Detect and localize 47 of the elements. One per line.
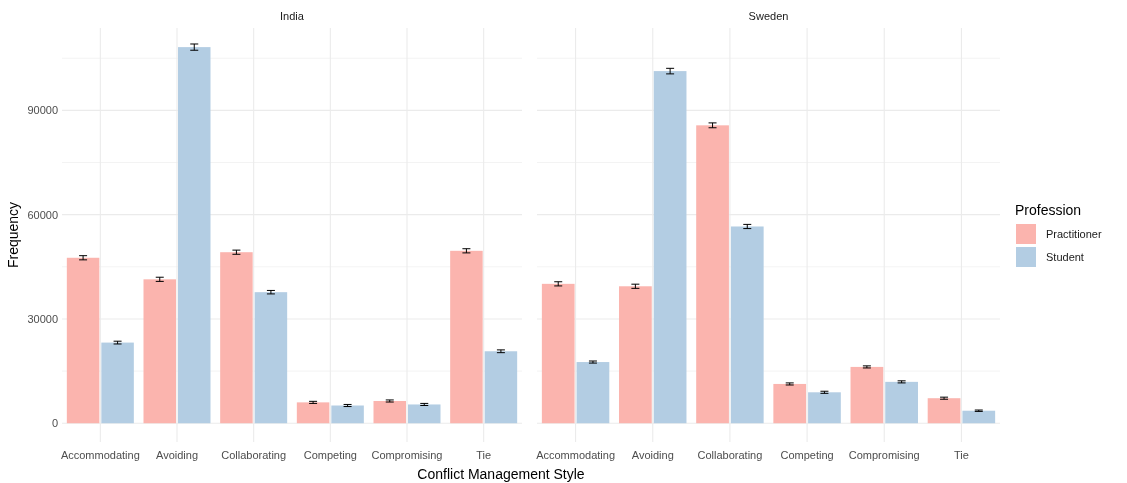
y-axis-title: Frequency — [5, 201, 21, 269]
y-tick-label: 30000 — [27, 312, 58, 325]
x-tick-label: Avoiding — [156, 449, 198, 461]
x-tick-label: Collaborating — [697, 449, 763, 461]
bar — [220, 252, 253, 424]
bar — [101, 342, 134, 424]
bar — [576, 362, 610, 424]
bar — [484, 351, 518, 424]
x-tick-label: Avoiding — [631, 449, 674, 461]
bar — [373, 400, 406, 424]
bar — [808, 392, 841, 424]
bar — [450, 250, 483, 424]
bar — [331, 405, 364, 424]
bar — [850, 366, 884, 424]
bar — [927, 398, 961, 424]
y-tick-label: 60000 — [27, 208, 58, 221]
bar — [730, 226, 764, 424]
x-tick-label: Tie — [953, 449, 969, 461]
bar — [296, 402, 330, 424]
bar — [178, 47, 211, 424]
chart-title: India — [280, 10, 305, 22]
chart-title: Sweden — [748, 10, 789, 22]
bar — [619, 286, 652, 424]
x-tick-label: Compromising — [371, 449, 443, 461]
legend-label: Student — [1046, 251, 1084, 263]
bar — [885, 381, 918, 424]
x-tick-label: Tie — [476, 449, 492, 461]
bar — [541, 283, 575, 424]
bar — [143, 279, 176, 424]
x-tick-label: Competing — [780, 449, 834, 461]
bar — [254, 292, 288, 424]
x-tick-label: Competing — [303, 449, 357, 461]
bar — [408, 404, 441, 424]
bar — [66, 257, 100, 424]
bar — [696, 125, 729, 424]
x-axis-title: Conflict Management Style — [417, 466, 585, 482]
bar — [962, 410, 996, 424]
x-tick-label: Accommodating — [60, 449, 140, 461]
x-tick-label: Collaborating — [221, 449, 287, 461]
y-tick-label: 90000 — [27, 104, 58, 117]
y-tick-label: 0 — [51, 417, 58, 430]
bar — [773, 383, 807, 424]
bar — [653, 71, 687, 424]
legend-label: Practitioner — [1046, 228, 1102, 240]
x-tick-label: Accommodating — [536, 449, 616, 461]
x-tick-label: Compromising — [848, 449, 920, 461]
legend-title: Profession — [1015, 202, 1082, 218]
